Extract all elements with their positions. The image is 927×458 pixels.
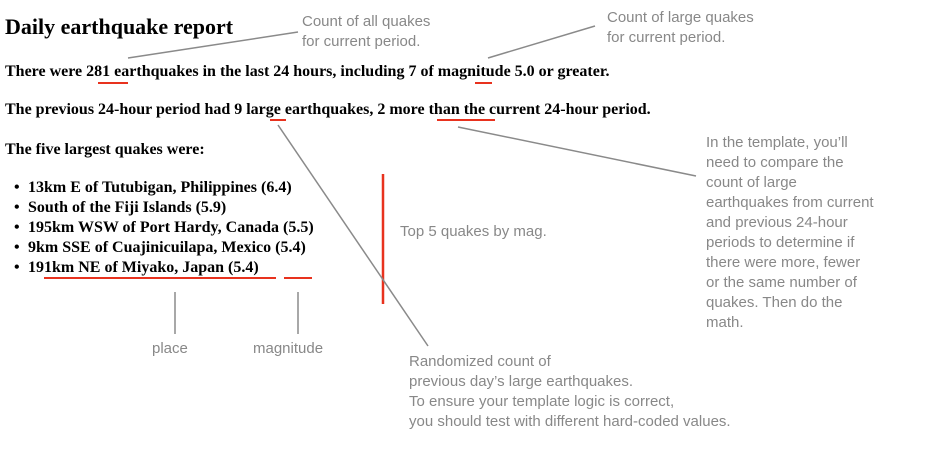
large-count: 7 [408,63,417,80]
summary-line: There were 281 earthquakes in the last 2… [5,63,610,80]
list-item: 13km E of Tutubigan, Philippines (6.4) [14,178,314,198]
note-randomized: Randomized count of previous day’s large… [409,353,731,430]
list-item: 191km NE of Miyako, Japan (5.4) [14,258,314,278]
quake-place: South of the Fiji Islands [28,199,192,216]
quake-place: 195km WSW of Port Hardy, Canada [28,219,279,236]
quake-magnitude: 5.9 [200,199,221,216]
pointer-compare [457,126,697,177]
note-compare: In the template, you’ll need to compare … [706,134,874,331]
quake-place: 191km NE of Miyako, Japan [28,259,225,276]
note-top5: Top 5 quakes by mag. [400,223,547,240]
count-difference: 2 more [377,101,425,118]
comparison-line: The previous 24-hour period had 9 large … [5,101,651,118]
quake-place: 9km SSE of Cuajinicuilapa, Mexico [28,239,272,256]
quake-magnitude: 5.4 [233,259,254,276]
list-item: South of the Fiji Islands (5.9) [14,198,314,218]
report-title: Daily earthquake report [5,14,234,39]
total-count: 281 [86,63,111,80]
quake-place: 13km E of Tutubigan, Philippines [28,179,257,196]
note-count-all: Count of all quakes for current period. [302,13,431,50]
note-place: place [152,340,188,357]
quake-magnitude: 6.4 [266,179,287,196]
quake-magnitude: 5.5 [288,219,309,236]
pointer-count-large [487,25,596,59]
list-heading: The five largest quakes were: [5,141,205,158]
list-item: 9km SSE of Cuajinicuilapa, Mexico (5.4) [14,238,314,258]
note-count-large: Count of large quakes for current period… [607,9,754,46]
note-magnitude: magnitude [253,340,324,357]
list-item: 195km WSW of Port Hardy, Canada (5.5) [14,218,314,238]
previous-count: 9 [234,101,243,118]
quake-magnitude: 5.4 [280,239,301,256]
quake-list: 13km E of Tutubigan, Philippines (6.4) S… [14,178,314,278]
